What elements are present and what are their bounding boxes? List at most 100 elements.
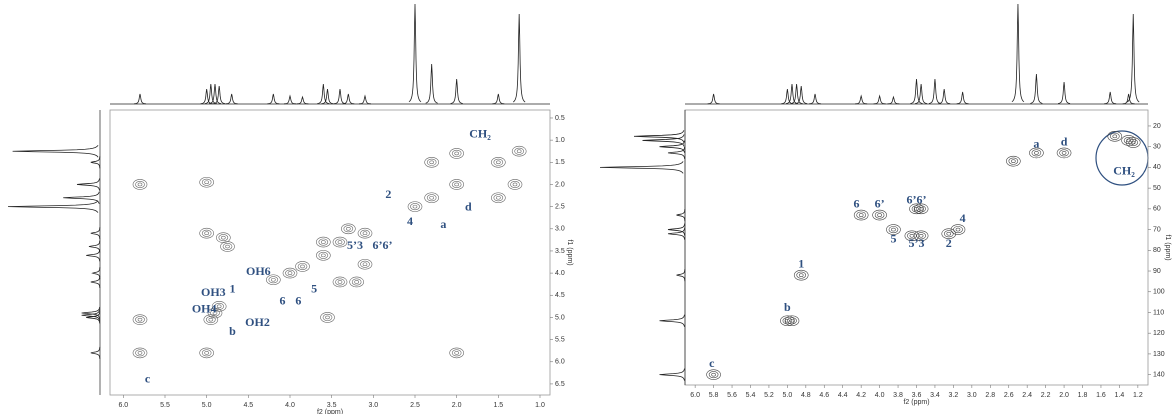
y-tick-label: 90: [1153, 268, 1161, 275]
peak: [1128, 139, 1139, 147]
peak-label: 6: [854, 196, 860, 210]
peak-label: a: [440, 217, 446, 231]
peak: [491, 192, 506, 204]
peak: [510, 180, 520, 188]
peak-label: 4: [960, 211, 966, 225]
peak: [493, 194, 504, 202]
x-tick-label: 1.8: [1078, 392, 1088, 399]
peak: [1006, 155, 1021, 167]
peak: [911, 205, 922, 213]
x-tick-label: 3.2: [949, 392, 959, 399]
peak: [300, 264, 305, 269]
peak: [424, 192, 439, 204]
peak: [1059, 149, 1069, 157]
peak: [943, 230, 954, 238]
peak: [297, 262, 308, 270]
projection-peak: [659, 140, 685, 153]
peak: [886, 224, 901, 235]
projection-peak: [283, 94, 297, 105]
projection-peak: [90, 275, 101, 289]
peak: [496, 195, 501, 200]
peak: [204, 180, 209, 185]
projection-peak: [809, 93, 822, 105]
projection-peak: [90, 227, 101, 240]
x-tick-label: 5.8: [709, 392, 719, 399]
peak: [204, 231, 209, 236]
peak-label: CH₂: [469, 127, 491, 141]
peak: [335, 278, 345, 286]
y-tick-label: 2.0: [555, 181, 565, 188]
peak-label: 1: [230, 282, 236, 296]
projection-peak: [642, 134, 685, 147]
projection-peak: [200, 88, 213, 105]
x-tick-label: 5.5: [160, 402, 170, 409]
y-tick-label: 70: [1153, 226, 1161, 233]
peak-label: b: [229, 324, 236, 338]
projection-peak: [785, 83, 799, 104]
projection-peak: [1030, 73, 1043, 104]
projection-peak: [633, 130, 685, 143]
peak: [220, 241, 235, 252]
y-tick-label: 110: [1153, 309, 1164, 316]
x-tick-label: 2.2: [1041, 392, 1051, 399]
peak: [429, 195, 434, 200]
projection-peak: [676, 269, 686, 282]
projection-peak: [915, 83, 928, 104]
peak: [343, 225, 354, 233]
projection-peak: [213, 85, 226, 104]
peak-label: 2: [946, 236, 952, 250]
x-axis-label: f2 (ppm): [317, 409, 343, 414]
peak: [1121, 135, 1136, 146]
y-tick-label: 20: [1153, 123, 1161, 130]
projection-peak: [86, 249, 101, 262]
peak-label: 5: [890, 232, 896, 246]
peak: [914, 207, 919, 211]
peak-label: OH2: [245, 315, 270, 329]
projection-peak: [333, 88, 347, 105]
peak: [332, 276, 348, 288]
peak: [320, 312, 335, 323]
peak: [877, 213, 882, 217]
x-tick-label: 3.0: [967, 392, 977, 399]
projection-peak: [267, 93, 280, 105]
peak-label: 2: [385, 187, 391, 201]
peak: [909, 203, 924, 215]
peak: [798, 273, 804, 277]
peak: [132, 314, 148, 325]
peak: [1112, 134, 1118, 139]
peak: [210, 309, 220, 317]
projection-peak: [342, 93, 355, 105]
peak: [206, 316, 216, 324]
x-tick-label: 2.0: [1059, 392, 1069, 399]
x-tick-label: 5.0: [202, 402, 212, 409]
peak: [449, 179, 464, 190]
peak-label: c: [145, 372, 151, 386]
x-tick-label: 4.4: [838, 392, 848, 399]
peak: [407, 201, 423, 212]
peak: [426, 194, 437, 202]
projection-peak: [86, 311, 101, 324]
projection-peak: [887, 95, 900, 105]
peak: [953, 226, 963, 234]
peak: [287, 271, 293, 275]
peak: [955, 227, 961, 232]
peak: [271, 277, 276, 282]
peak: [316, 250, 331, 261]
peak: [322, 313, 333, 321]
peak: [1034, 151, 1039, 155]
peak: [1029, 147, 1044, 159]
x-tick-label: 4.2: [856, 392, 866, 399]
projection-peak: [667, 146, 686, 159]
peak: [451, 180, 462, 188]
x-tick-label: 1.2: [1133, 392, 1143, 399]
y-tick-label: 2.5: [555, 203, 565, 210]
peak: [785, 318, 790, 323]
peak-label: d: [1061, 134, 1068, 148]
peak: [137, 317, 143, 322]
x-tick-label: 3.0: [368, 402, 378, 409]
peak: [318, 251, 329, 259]
peak: [337, 280, 343, 284]
x-tick-label: 4.0: [875, 392, 885, 399]
peak: [793, 269, 809, 281]
peak: [325, 315, 330, 320]
